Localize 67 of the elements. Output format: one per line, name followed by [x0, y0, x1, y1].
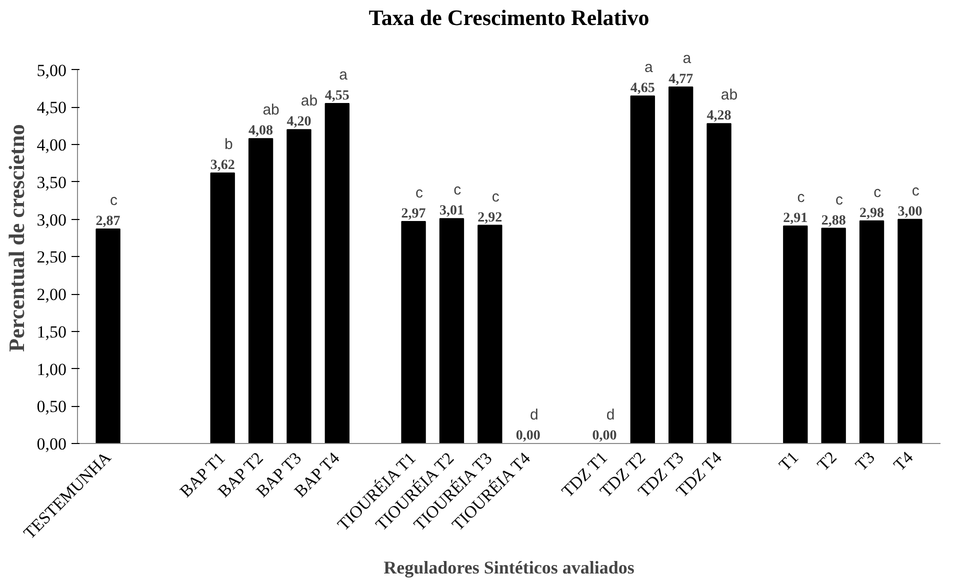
bar [859, 220, 884, 444]
data-label: 2,87 [96, 214, 120, 230]
bar [439, 218, 464, 444]
data-label: 3,00 [898, 204, 922, 220]
data-label: 3,01 [439, 204, 464, 219]
annotation: c [492, 188, 500, 206]
data-label: 2,98 [860, 206, 884, 221]
x-tick-label: T3 [852, 448, 878, 475]
bar [210, 172, 235, 444]
annotation: c [454, 182, 462, 199]
bar [706, 123, 732, 444]
annotation: a [339, 66, 348, 84]
annotation: c [835, 191, 844, 208]
data-label: 4,08 [248, 124, 274, 139]
bar [286, 129, 312, 444]
y-tick-label: 0,50 [36, 397, 66, 416]
bar [324, 102, 350, 444]
x-tick-label: T1 [775, 448, 802, 475]
data-label: 0,00 [592, 428, 617, 444]
annotation: ab [262, 102, 280, 119]
y-tick-label: 3,00 [36, 210, 66, 230]
bar [248, 138, 274, 444]
data-label: 4,65 [630, 81, 655, 96]
data-label: 4,77 [668, 72, 694, 88]
y-tick-label: 1,00 [36, 360, 66, 379]
data-label: 2,92 [478, 210, 502, 226]
annotation: c [912, 182, 920, 200]
bar [783, 226, 808, 444]
y-tick-label: 4,50 [36, 98, 66, 118]
bar [630, 96, 655, 444]
y-tick-label: 1,50 [36, 322, 66, 342]
bar [668, 86, 694, 444]
annotation: d [530, 406, 538, 424]
annotation: a [682, 50, 692, 68]
annotation: c [874, 184, 882, 201]
annotation: b [224, 136, 233, 153]
data-label: 2,97 [401, 206, 426, 222]
data-label: 4,55 [324, 88, 350, 104]
chart-title: Taxa de Crescimento Relativo [368, 5, 650, 30]
annotation: ab [300, 92, 318, 110]
data-label: 2,91 [783, 211, 808, 226]
y-tick-label: 2,00 [36, 285, 66, 304]
annotation: a [644, 59, 654, 76]
data-label: 4,20 [286, 114, 312, 130]
bar [821, 228, 846, 444]
y-tick-label: 4,00 [36, 136, 66, 155]
data-label: 2,88 [821, 213, 846, 228]
annotation: c [797, 189, 806, 206]
y-tick-label: 2,50 [36, 248, 66, 267]
y-tick-label: 5,00 [36, 60, 66, 80]
y-axis-title: Percentual de crescietno [4, 124, 29, 352]
annotation: c [110, 192, 118, 210]
y-tick-label: 0,00 [36, 434, 66, 454]
data-label: 4,28 [706, 108, 732, 124]
bar [96, 228, 120, 444]
y-tick-label: 3,50 [36, 172, 66, 192]
x-tick-label: T2 [814, 448, 840, 475]
bar [478, 224, 502, 444]
bar [401, 221, 426, 444]
annotation: c [415, 184, 424, 202]
annotation: d [606, 406, 615, 424]
annotation: ab [720, 86, 738, 104]
x-axis-title: Reguladores Sintéticos avaliados [384, 557, 634, 578]
data-label: 3,62 [210, 158, 235, 173]
bar [898, 218, 922, 444]
x-tick-label: T4 [890, 447, 918, 475]
data-label: 0,00 [516, 428, 540, 444]
